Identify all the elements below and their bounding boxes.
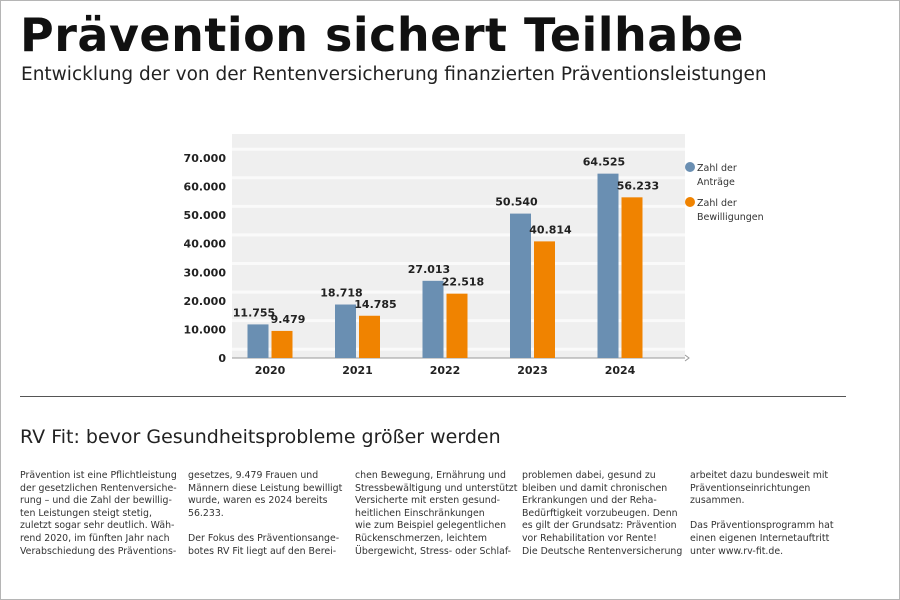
y-tick-label: 30.000 <box>184 266 227 279</box>
text-column-1: Prävention ist eine Pflichtleistung der … <box>20 470 177 557</box>
page-subtitle: Entwicklung der von der Rentenversicheru… <box>21 64 767 85</box>
legend-label: Zahl der <box>697 163 737 174</box>
gridline <box>232 262 685 265</box>
text-column-2: gesetzes, 9.479 Frauen und Männern diese… <box>188 470 343 557</box>
gridline <box>232 176 685 180</box>
text-column-5: arbeitet dazu bundesweit mit Präventions… <box>690 470 834 557</box>
legend-label: Anträge <box>697 177 735 188</box>
bar-antraege <box>335 304 356 358</box>
bar-antraege <box>510 213 531 358</box>
bar-bewilligungen <box>534 241 555 358</box>
y-tick-label: 20.000 <box>184 295 227 308</box>
x-tick-label: 2022 <box>430 364 461 377</box>
y-tick-label: 0 <box>218 352 226 365</box>
bar-chart: 0 10.000 20.000 30.000 40.000 50.000 60.000 70.… <box>184 134 764 377</box>
data-label: 11.755 <box>233 306 275 319</box>
x-axis-arrow <box>684 354 690 362</box>
bar-bewilligungen <box>446 293 468 358</box>
x-tick-label: 2021 <box>342 364 373 377</box>
data-label: 27.013 <box>408 263 450 276</box>
divider <box>20 396 846 397</box>
bar-antraege <box>247 324 269 358</box>
legend-label: Bewilligungen <box>697 212 764 223</box>
text-column-3: chen Bewegung, Ernährung und Stressbewäl… <box>355 470 518 557</box>
gridline <box>232 290 685 294</box>
data-label: 50.540 <box>495 196 538 209</box>
section-heading: RV Fit: bevor Gesundheitsprobleme größer… <box>20 426 501 448</box>
bar-antraege <box>597 173 619 358</box>
bar-bewilligungen <box>621 197 643 358</box>
y-tick-label: 70.000 <box>184 152 227 165</box>
x-tick-label: 2020 <box>255 364 286 377</box>
data-label: 14.785 <box>354 298 396 311</box>
bar-bewilligungen <box>359 315 380 358</box>
legend-label: Zahl der <box>697 198 737 209</box>
data-label: 40.814 <box>529 223 572 236</box>
data-label: 9.479 <box>271 313 306 326</box>
data-label: 18.718 <box>320 287 362 300</box>
x-tick-label: 2024 <box>605 364 636 377</box>
bar-bewilligungen <box>271 330 293 358</box>
legend-marker <box>685 197 695 207</box>
y-tick-label: 50.000 <box>184 209 227 222</box>
data-label: 22.518 <box>442 276 484 289</box>
gridline <box>232 147 685 151</box>
y-tick-label: 10.000 <box>184 323 227 336</box>
y-tick-label: 40.000 <box>184 238 227 251</box>
gridline <box>232 233 685 237</box>
legend-marker <box>685 162 695 172</box>
text-column-4: problemen dabei, gesund zu bleiben und d… <box>522 470 683 557</box>
x-tick-label: 2023 <box>517 364 548 377</box>
page-title: Prävention sichert Teilhabe <box>20 8 744 62</box>
bar-antraege <box>422 280 444 358</box>
y-tick-label: 60.000 <box>184 181 227 194</box>
data-label: 56.233 <box>617 179 659 192</box>
data-label: 64.525 <box>583 156 625 169</box>
gridline <box>232 204 685 208</box>
